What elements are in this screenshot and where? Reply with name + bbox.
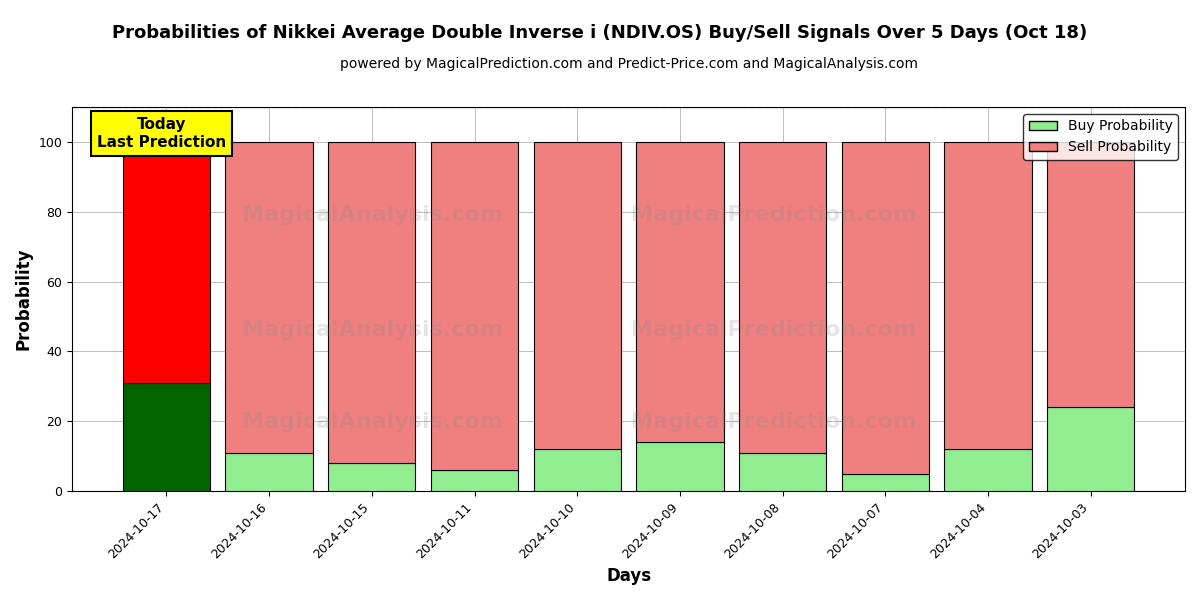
Text: MagicalAnalysis.com: MagicalAnalysis.com — [242, 205, 503, 224]
Legend: Buy Probability, Sell Probability: Buy Probability, Sell Probability — [1024, 114, 1178, 160]
Bar — [944, 142, 1032, 449]
Bar — [944, 449, 1032, 491]
Bar — [841, 142, 929, 474]
Bar — [739, 142, 827, 453]
Bar — [328, 463, 415, 491]
Bar — [431, 142, 518, 470]
Bar — [1048, 142, 1134, 407]
Text: Today
Last Prediction: Today Last Prediction — [97, 118, 226, 150]
Bar — [122, 383, 210, 491]
Text: MagicalAnalysis.com: MagicalAnalysis.com — [242, 320, 503, 340]
Y-axis label: Probability: Probability — [16, 248, 34, 350]
Text: MagicalAnalysis.com: MagicalAnalysis.com — [242, 412, 503, 432]
Bar — [122, 142, 210, 383]
Bar — [841, 474, 929, 491]
Bar — [328, 142, 415, 463]
Text: Probabilities of Nikkei Average Double Inverse i (NDIV.OS) Buy/Sell Signals Over: Probabilities of Nikkei Average Double I… — [113, 24, 1087, 42]
Bar — [636, 142, 724, 442]
Text: MagicalPrediction.com: MagicalPrediction.com — [630, 320, 916, 340]
Bar — [534, 449, 620, 491]
X-axis label: Days: Days — [606, 567, 652, 585]
Bar — [431, 470, 518, 491]
Bar — [739, 453, 827, 491]
Text: MagicalPrediction.com: MagicalPrediction.com — [630, 205, 916, 224]
Bar — [636, 442, 724, 491]
Bar — [226, 142, 313, 453]
Bar — [1048, 407, 1134, 491]
Title: powered by MagicalPrediction.com and Predict-Price.com and MagicalAnalysis.com: powered by MagicalPrediction.com and Pre… — [340, 57, 918, 71]
Text: MagicalPrediction.com: MagicalPrediction.com — [630, 412, 916, 432]
Bar — [226, 453, 313, 491]
Bar — [534, 142, 620, 449]
